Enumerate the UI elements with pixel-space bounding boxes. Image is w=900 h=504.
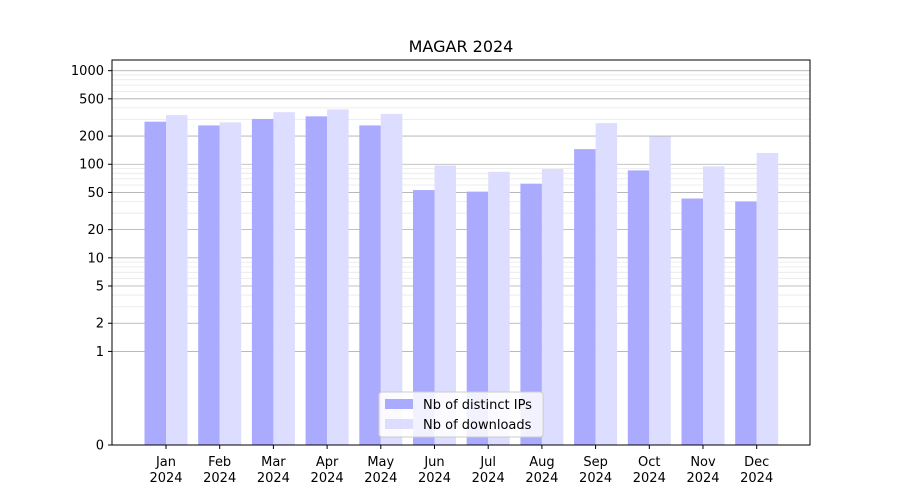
bar-downloads [649, 136, 671, 445]
y-tick-label: 0 [96, 439, 104, 454]
bar-distinct-ips [251, 118, 274, 445]
plot-frame [111, 59, 811, 446]
bar-downloads [380, 113, 403, 446]
bar-downloads [595, 123, 618, 446]
legend-box [378, 391, 544, 438]
bar-distinct-ips [520, 183, 542, 445]
x-tick-label: Oct 2024 [633, 455, 666, 486]
bar-distinct-ips [144, 121, 166, 446]
bar-distinct-ips [305, 116, 328, 445]
bar-downloads [327, 109, 349, 445]
y-tick-label: 1000 [71, 64, 104, 79]
legend-swatch [385, 399, 413, 409]
y-tick-label: 2 [96, 317, 104, 332]
bar-distinct-ips [735, 201, 757, 445]
x-tick-label: Jun 2024 [418, 455, 451, 486]
x-tick-label: Dec 2024 [740, 455, 773, 486]
y-tick-layer: 0 1 2 5 10 20 50 100 200 500 1000 [71, 64, 112, 454]
x-tick-label: May 2024 [364, 455, 397, 486]
legend: Nb of distinct IPs Nb of downloads [378, 391, 544, 438]
bar-downloads [541, 168, 564, 445]
chart-title: MAGAR 2024 [409, 37, 514, 56]
x-tick-label: Nov 2024 [686, 455, 719, 486]
y-tick-label: 100 [79, 158, 104, 173]
bar-downloads [703, 166, 725, 445]
y-tick-label: 5 [96, 280, 104, 295]
bar-distinct-ips [413, 190, 435, 445]
bar-downloads [219, 122, 242, 445]
y-tick-label: 200 [79, 130, 104, 145]
bar-downloads [488, 171, 510, 445]
x-tick-label: Mar 2024 [257, 455, 290, 486]
bar-downloads [273, 112, 295, 445]
bar-distinct-ips [681, 198, 703, 445]
x-tick-label: Aug 2024 [525, 455, 558, 486]
x-tick-layer: Jan 2024 Feb 2024 Mar 2024 Apr 2024 May 2024 Jun 20… [149, 445, 773, 486]
y-tick-label: 10 [87, 251, 104, 266]
bar-distinct-ips [359, 125, 381, 445]
bar-distinct-ips [198, 125, 220, 445]
legend-swatch [385, 419, 413, 429]
x-tick-label: Jul 2024 [472, 455, 505, 486]
bar-downloads [166, 115, 188, 446]
legend-label: Nb of distinct IPs [423, 398, 532, 413]
x-tick-label: Apr 2024 [311, 455, 344, 486]
x-tick-label: Feb 2024 [203, 455, 236, 486]
y-tick-label: 500 [79, 92, 104, 107]
x-tick-label: Jan 2024 [149, 455, 182, 486]
bar-downloads [756, 152, 779, 445]
bar-downloads [434, 165, 456, 446]
bar-distinct-ips [627, 170, 650, 445]
y-tick-label: 50 [87, 186, 104, 201]
bar-layer [144, 109, 779, 446]
bar-distinct-ips [574, 149, 596, 445]
y-tick-label: 20 [87, 223, 104, 238]
x-tick-label: Sep 2024 [579, 455, 612, 486]
bar-distinct-ips [466, 191, 489, 445]
y-tick-label: 1 [96, 345, 104, 360]
legend-label: Nb of downloads [423, 418, 532, 433]
